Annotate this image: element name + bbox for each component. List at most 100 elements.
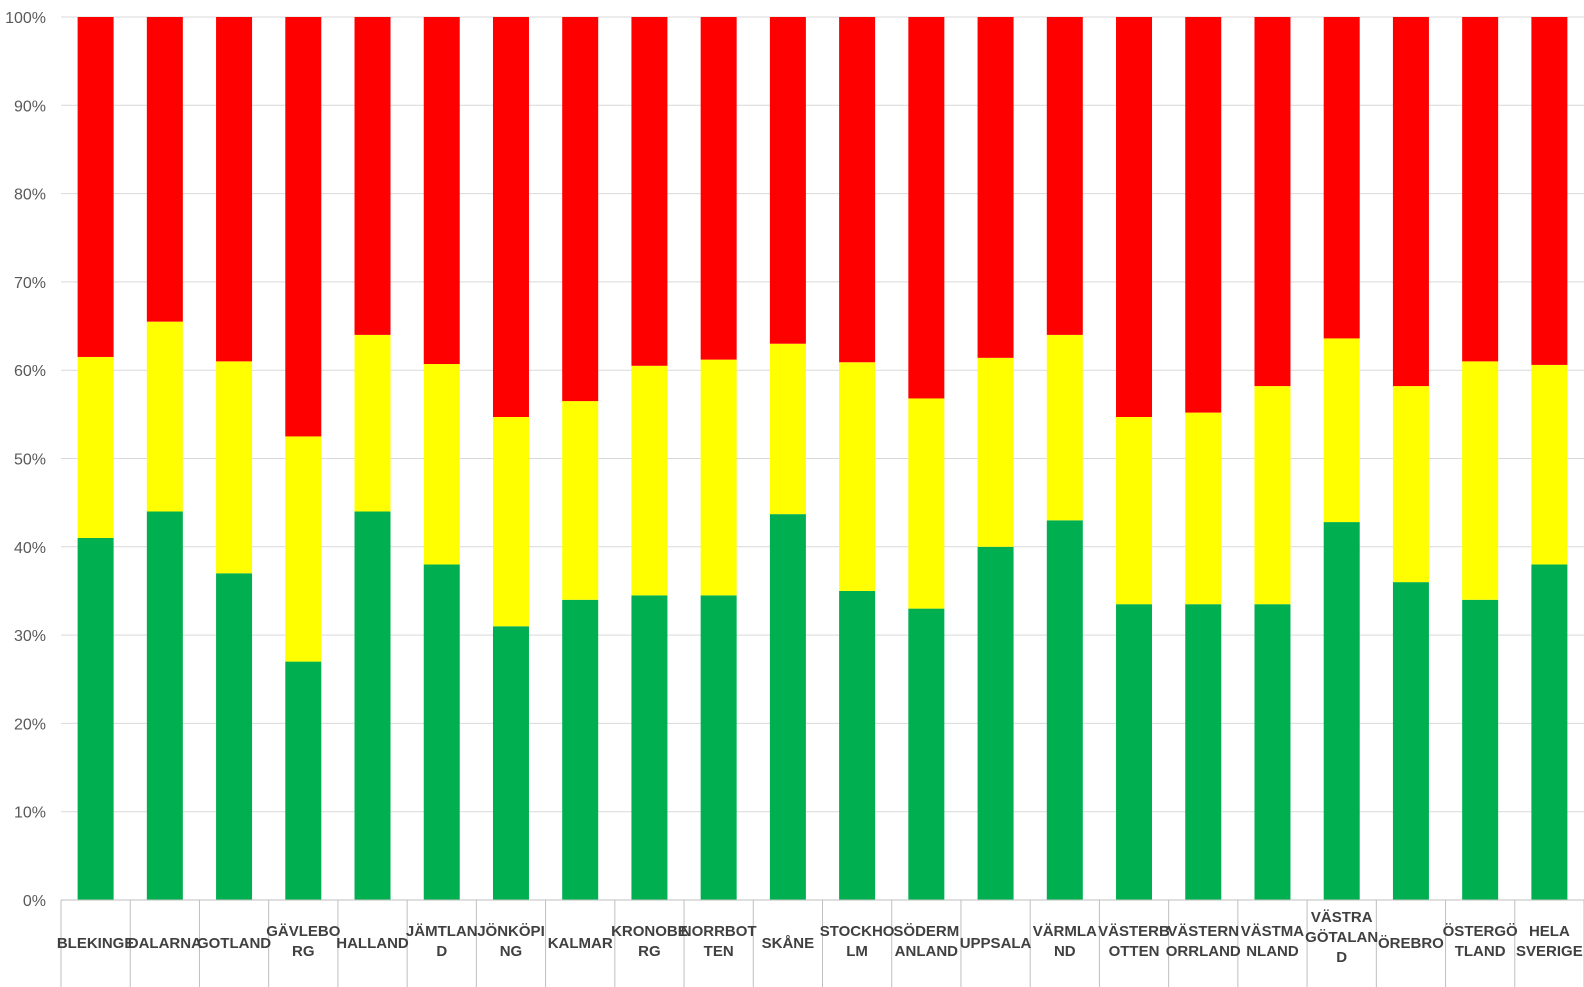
bar-segment-green — [631, 595, 668, 900]
bar-segment-red — [1185, 17, 1222, 413]
y-tick-label: 70% — [14, 275, 46, 292]
x-tick-label: NORRBOT TEN — [681, 923, 757, 960]
x-tick-label: DALARNA — [128, 935, 202, 952]
bar-segment-red — [285, 17, 322, 437]
bar-segment-red — [1462, 17, 1499, 362]
bar-segment-green — [700, 595, 737, 900]
y-tick-label: 100% — [5, 10, 46, 27]
y-tick-label: 0% — [23, 893, 46, 910]
bar-segment-yellow — [1254, 386, 1291, 605]
bar-segment-yellow — [1185, 412, 1222, 605]
bar-segment-green — [977, 546, 1014, 900]
bar-segment-red — [216, 17, 253, 362]
bar-segment-yellow — [769, 343, 806, 515]
bar-segment-green — [1185, 604, 1222, 900]
bar-segment-yellow — [1462, 361, 1499, 600]
x-tick-label: HELA SVERIGE — [1516, 923, 1583, 960]
bar-segment-yellow — [908, 398, 945, 609]
bar-segment-red — [700, 17, 737, 360]
bar-segment-red — [1323, 17, 1360, 339]
bar-segment-green — [1531, 564, 1568, 900]
x-tick-label: GOTLAND — [197, 935, 271, 952]
x-tick-label: SÖDERM ANLAND — [893, 923, 959, 960]
bar-segment-yellow — [631, 365, 668, 596]
x-tick-label: UPPSALA — [960, 935, 1032, 952]
y-tick-label: 40% — [14, 540, 46, 557]
x-tick-label: KRONOBE RG — [611, 923, 688, 960]
bar-segment-red — [839, 17, 876, 363]
y-tick-label: 50% — [14, 452, 46, 469]
y-tick-label: 10% — [14, 805, 46, 822]
bar-segment-green — [908, 608, 945, 900]
y-tick-label: 30% — [14, 628, 46, 645]
x-tick-label: ÖREBRO — [1378, 935, 1444, 952]
x-tick-label: KALMAR — [548, 935, 613, 952]
x-tick-label: VÄSTERN ORRLAND — [1166, 923, 1241, 960]
x-tick-label: STOCKHO LM — [820, 923, 895, 960]
bar-segment-yellow — [1046, 334, 1083, 521]
x-tick-label: VÄSTMA NLAND — [1241, 923, 1305, 960]
bar-segment-yellow — [1116, 416, 1153, 605]
x-tick-label: VÄSTRA GÖTALAN D — [1305, 909, 1378, 966]
bar-segment-green — [492, 626, 529, 900]
bar-segment-red — [769, 17, 806, 344]
bar-segment-yellow — [1392, 386, 1429, 583]
x-tick-label: ÖSTERGÖ TLAND — [1443, 923, 1518, 960]
bar-segment-green — [285, 661, 322, 900]
bar-segment-yellow — [77, 356, 114, 538]
bar-segment-yellow — [492, 416, 529, 627]
bar-segment-yellow — [1323, 338, 1360, 523]
bar-segment-yellow — [977, 357, 1014, 547]
bar-segment-green — [769, 514, 806, 900]
x-tick-label: VÄRMLA ND — [1033, 923, 1097, 960]
bar-segment-green — [77, 537, 114, 900]
bar-segment-green — [423, 564, 460, 900]
bar-segment-green — [146, 511, 183, 900]
y-tick-label: 20% — [14, 716, 46, 733]
x-tick-label: HALLAND — [336, 935, 409, 952]
bar-segment-red — [1531, 17, 1568, 365]
x-tick-label: JÄMTLAN D — [406, 923, 478, 960]
bar-segment-red — [77, 17, 114, 357]
bar-segment-yellow — [216, 361, 253, 574]
bar-segment-red — [146, 17, 183, 322]
bar-segment-red — [1116, 17, 1153, 417]
bar-segment-red — [977, 17, 1014, 358]
y-tick-label: 60% — [14, 363, 46, 380]
bar-segment-red — [908, 17, 945, 399]
x-tick-label: JÖNKÖPI NG — [477, 923, 545, 960]
bar-segment-green — [1323, 522, 1360, 900]
bar-segment-red — [562, 17, 599, 402]
bar-segment-green — [354, 511, 391, 900]
y-axis: 0% 10% 20% 30% 40% 50% 60% 70% 80% 90% 100% — [5, 10, 46, 910]
bar-segment-red — [1392, 17, 1429, 387]
x-tick-label: VÄSTERB OTTEN — [1098, 923, 1170, 960]
bar-segment-green — [216, 573, 253, 900]
y-tick-label: 80% — [14, 187, 46, 204]
x-tick-label: GÄVLEBO RG — [266, 923, 341, 960]
bar-segment-red — [1254, 17, 1291, 387]
bar-segment-red — [631, 17, 668, 366]
x-tick-label: SKÅNE — [762, 935, 815, 952]
bar-segment-yellow — [285, 436, 322, 662]
bar-segment-green — [1392, 582, 1429, 900]
bar-segment-green — [1462, 599, 1499, 900]
bar-segment-yellow — [562, 401, 599, 600]
bar-segment-yellow — [146, 321, 183, 512]
bars — [77, 17, 1568, 900]
bar-segment-yellow — [839, 362, 876, 591]
y-tick-label: 90% — [14, 98, 46, 115]
bar-segment-green — [1046, 520, 1083, 900]
bar-segment-green — [562, 599, 599, 900]
bar-segment-green — [1116, 604, 1153, 900]
bar-segment-red — [354, 17, 391, 335]
bar-segment-red — [492, 17, 529, 417]
bar-segment-yellow — [700, 359, 737, 596]
bar-segment-red — [1046, 17, 1083, 335]
bar-segment-red — [423, 17, 460, 365]
bar-segment-yellow — [1531, 364, 1568, 565]
bar-segment-green — [1254, 604, 1291, 900]
bar-segment-yellow — [423, 364, 460, 565]
